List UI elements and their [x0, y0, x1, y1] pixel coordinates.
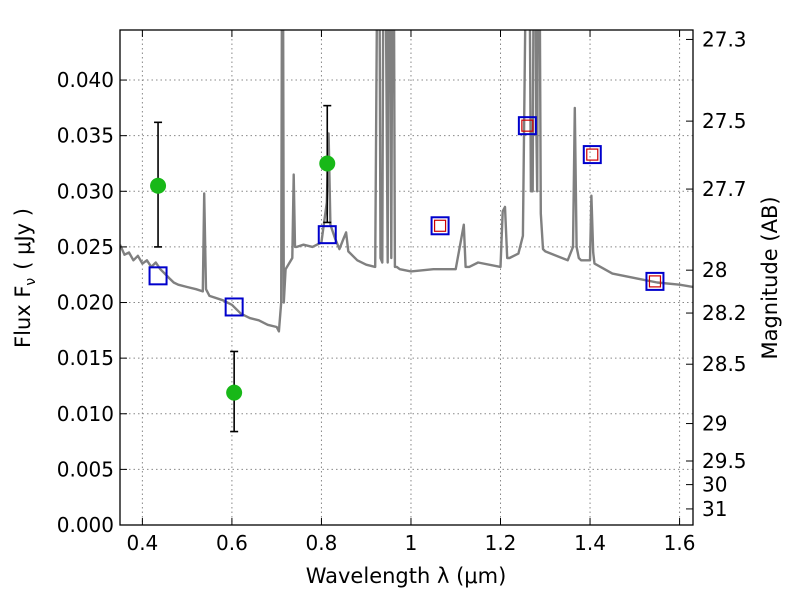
y2-tick-label: 28.5: [702, 352, 747, 376]
x-tick-label: 0.8: [306, 531, 338, 555]
x-tick-label: 1.4: [574, 531, 606, 555]
model-point-inner: [586, 148, 599, 161]
y-tick-label: 0.035: [57, 124, 114, 148]
y-tick-label: 0.020: [57, 291, 114, 315]
observed-point: [319, 155, 336, 172]
y2-axis-title: Magnitude (AB): [758, 196, 782, 359]
x-axis: 0.4 0.6 0.8 1 1.2 1.4 1.6: [126, 30, 695, 555]
y2-tick-label: 28: [702, 258, 727, 282]
model-point: [582, 145, 602, 165]
x-tick-label: 0.4: [126, 531, 158, 555]
y-tick-label: 0.010: [57, 402, 114, 426]
y-tick-label: 0.040: [57, 68, 114, 92]
y2-tick-label: 28.2: [702, 301, 747, 325]
y-axis: 0.000 0.005 0.010 0.015 0.020 0.025 0.030 0.035…: [57, 68, 127, 537]
y-axis-title-main: Flux F: [11, 286, 35, 348]
spectrum-group: [120, 30, 693, 333]
model-point: [645, 271, 665, 291]
x-tick-label: 1.2: [485, 531, 517, 555]
y-tick-label: 0.005: [57, 457, 114, 481]
x-tick-label: 1.6: [664, 531, 696, 555]
model-point: [430, 216, 450, 236]
y2-tick-label: 31: [702, 497, 727, 521]
y-tick-label: 0.000: [57, 513, 114, 537]
grid: [120, 30, 693, 525]
y-tick-label: 0.015: [57, 346, 114, 370]
y-tick-label: 0.030: [57, 179, 114, 203]
y-tick-label: 0.025: [57, 235, 114, 259]
y2-tick-label: 30: [702, 473, 727, 497]
y-axis-title-unit: ( μJy ): [11, 208, 35, 270]
x-tick-label: 1: [405, 531, 418, 555]
x-axis-title: Wavelength λ (μm): [306, 564, 507, 588]
y2-tick-label: 29: [702, 412, 727, 436]
y2-tick-label: 27.3: [702, 27, 747, 51]
y-axis-title: Flux Fν ( μJy ): [11, 208, 39, 348]
model-point-inner: [648, 275, 662, 288]
errorbar-group: [154, 104, 332, 433]
y-axis-title-sub: ν: [23, 278, 39, 286]
y2-tick-label: 27.5: [702, 109, 747, 133]
y2-tick-label: 29.5: [702, 449, 747, 473]
model-point-inner: [521, 119, 534, 132]
model-point-inner: [433, 219, 447, 232]
model-point: [317, 225, 337, 245]
plot-frame: [119, 29, 694, 526]
model-points-group: [148, 116, 665, 317]
y2-tick-label: 27.7: [702, 177, 747, 201]
observed-point: [226, 384, 243, 401]
x-tick-label: 0.6: [216, 531, 248, 555]
observed-point: [150, 177, 167, 194]
model-point: [517, 116, 537, 136]
model-point: [224, 297, 244, 317]
spectrum-line: [120, 30, 693, 333]
model-point: [148, 266, 168, 286]
observed-points-group: [150, 155, 336, 401]
